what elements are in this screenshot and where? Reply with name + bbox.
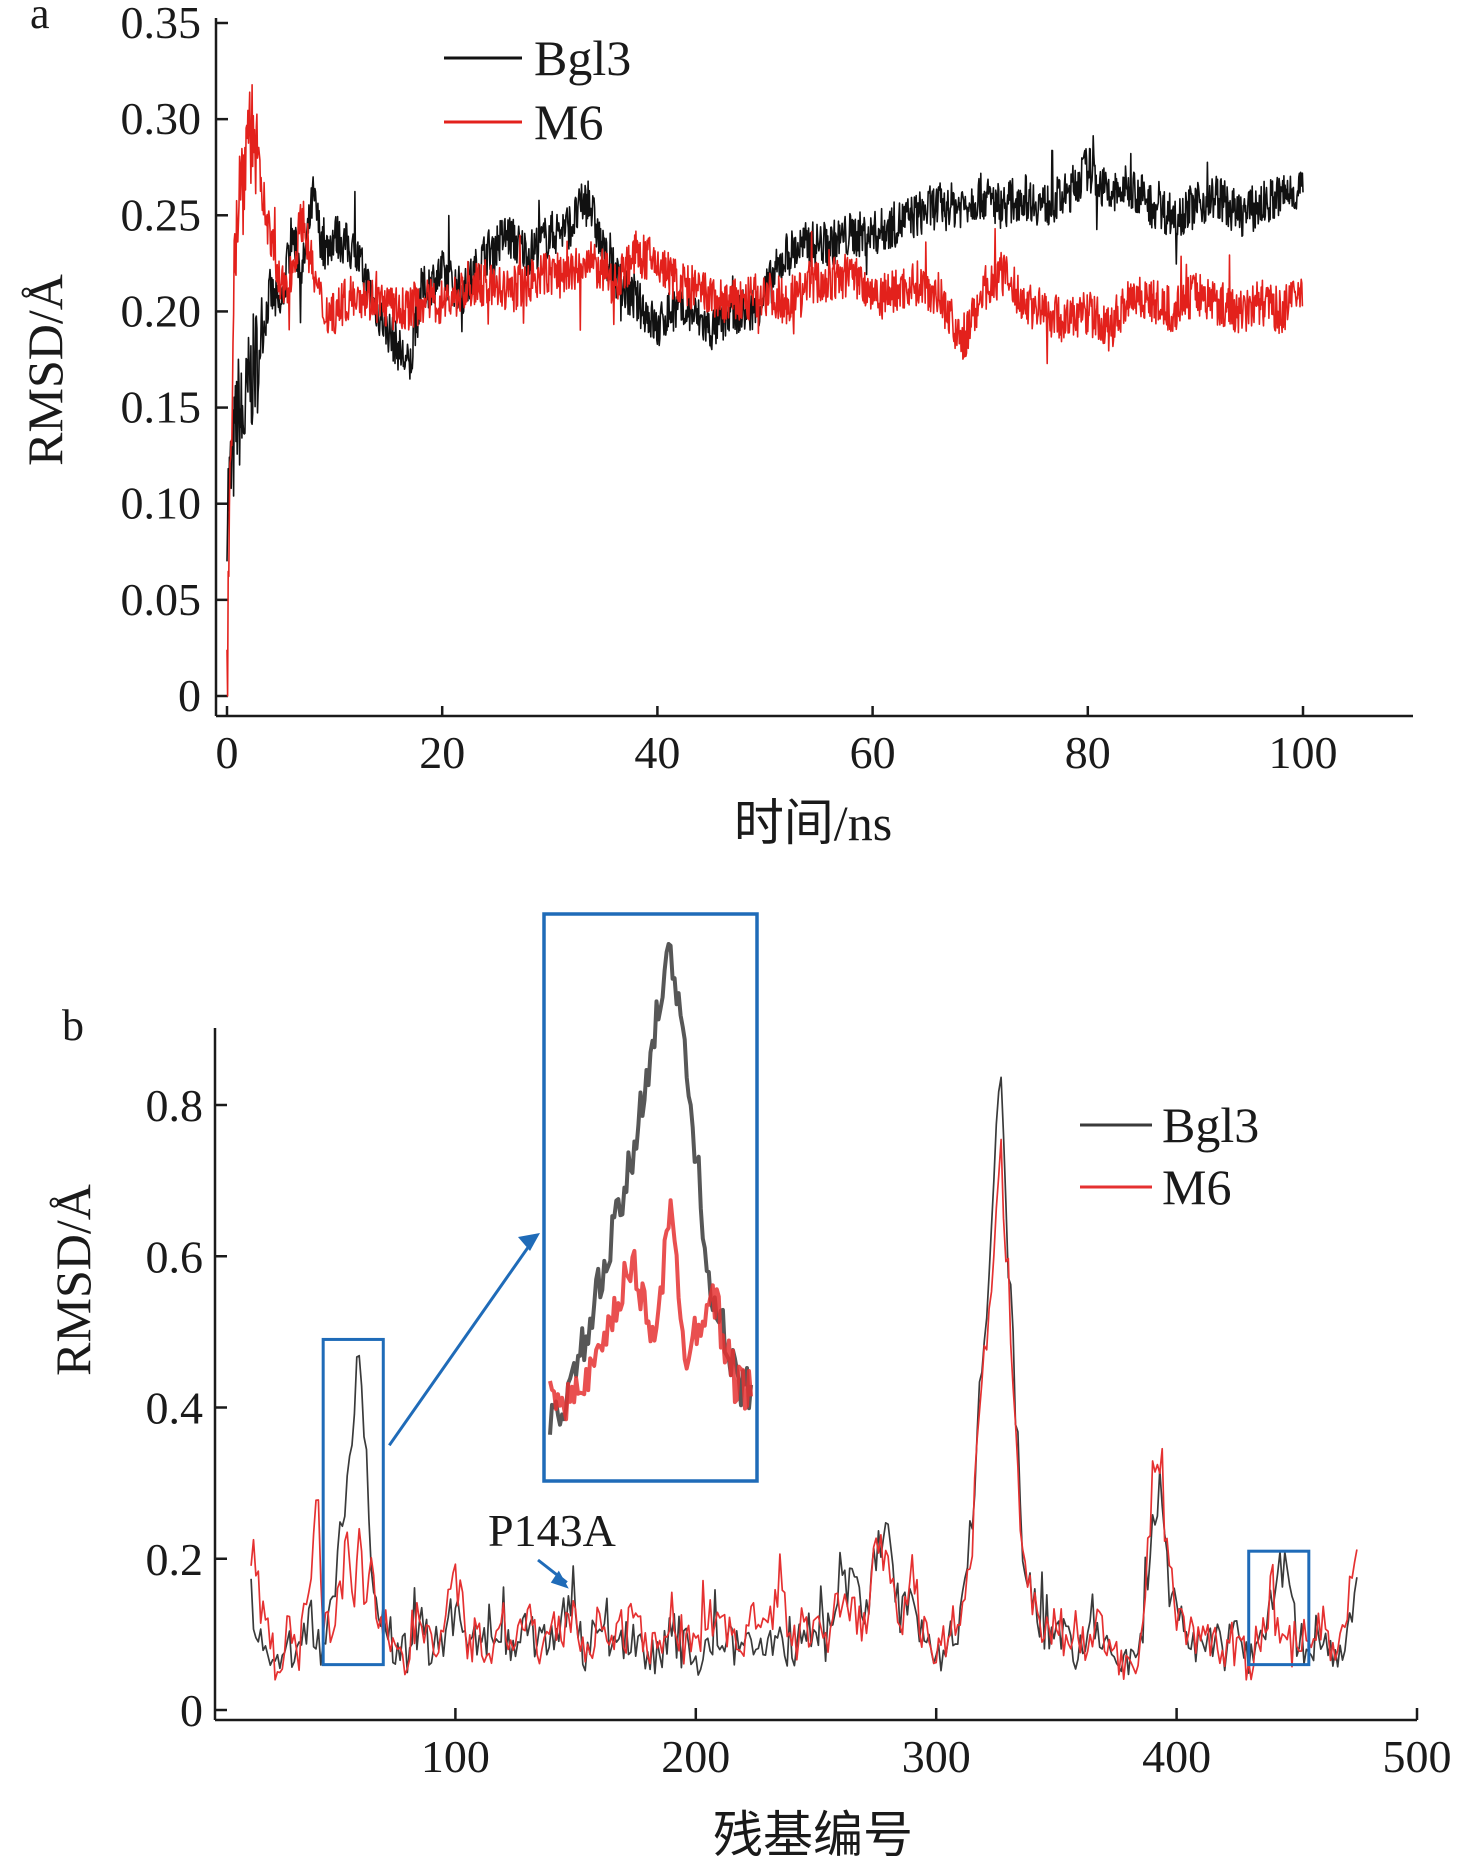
panel-a-y-tick-label: 0 <box>178 670 201 721</box>
panel-a-x-tick-label: 100 <box>1269 727 1338 778</box>
panel-a-y-tick-label: 0.35 <box>121 0 202 48</box>
panel-a-x-tick-label: 40 <box>634 727 680 778</box>
panel-a-x-axis-title: 时间/ns <box>734 795 892 851</box>
panel-b-annotation-label: P143A <box>488 1505 616 1556</box>
panel-b-annotation-arrowhead <box>550 1570 569 1589</box>
panel-b-legend-label: Bgl3 <box>1162 1097 1259 1153</box>
panel-a-series-line-m6 <box>226 84 1304 697</box>
panel-a-ticks: 0 0.05 0.10 0.15 0.20 0.25 0.30 0.35 0 20 40 60 80 10… <box>121 0 1413 778</box>
panel-a-y-tick-label: 0.30 <box>121 93 202 144</box>
panel-b-highlight-box-2 <box>1247 1549 1311 1667</box>
panel-b-x-tick-label: 400 <box>1142 1731 1211 1782</box>
panel-a-letter: a <box>30 0 50 38</box>
panel-a-series <box>226 84 1304 697</box>
panel-a-y-tick-label: 0.25 <box>121 189 202 240</box>
panel-b-y-axis-title: RMSD/Å <box>45 1184 101 1376</box>
panel-a-legend-label: Bgl3 <box>534 30 631 86</box>
panel-b-series <box>250 1076 1358 1681</box>
panel-a-legend-label: M6 <box>534 94 603 150</box>
panel-a-y-tick-label: 0.20 <box>121 285 202 336</box>
panel-a-y-tick-label: 0.10 <box>121 478 202 529</box>
panel-a-legend: Bgl3 M6 <box>444 30 631 150</box>
panel-a-x-tick-label: 60 <box>850 727 896 778</box>
panel-b-series-line-bgl3 <box>250 1076 1358 1676</box>
panel-b-series-line-m6 <box>250 1138 1358 1681</box>
panel-b-x-tick-label: 200 <box>661 1731 730 1782</box>
panel-b-x-axis-title: 残基编号 <box>713 1807 913 1856</box>
panel-b-y-tick-label: 0.4 <box>146 1383 204 1434</box>
panel-a-x-tick-label: 80 <box>1065 727 1111 778</box>
panel-b-letter: b <box>62 1001 84 1050</box>
panel-b-legend-label: M6 <box>1162 1159 1231 1215</box>
panel-b-zoom-inset <box>388 912 759 1483</box>
panel-a-y-tick-label: 0.15 <box>121 382 202 433</box>
panel-b-y-tick-label: 0.6 <box>146 1231 204 1282</box>
panel-b-ticks: 0 0.2 0.4 0.6 0.8 100 200 300 400 500 <box>146 1028 1452 1782</box>
panel-b-y-tick-label: 0.2 <box>146 1534 204 1585</box>
panel-b-inset-frame <box>542 912 759 1483</box>
panel-a-series-line-bgl3 <box>226 135 1304 562</box>
panel-a-x-tick-label: 0 <box>216 727 239 778</box>
panel-a-y-tick-label: 0.05 <box>121 574 202 625</box>
panel-b-inset-line-m6 <box>548 1198 753 1422</box>
panel-a-x-tick-label: 20 <box>419 727 465 778</box>
panel-b-highlight-boxes <box>321 1337 1311 1667</box>
panel-b-zoom-arrowhead <box>518 1233 540 1251</box>
panel-b-y-tick-label: 0.8 <box>146 1080 204 1131</box>
panel-b-x-tick-label: 300 <box>902 1731 971 1782</box>
panel-b-zoom-connector <box>388 1235 538 1447</box>
panel-a-y-axis-title: RMSD/Å <box>17 274 73 466</box>
panel-b: b 0 0.2 0.4 0.6 0.8 100 200 300 400 500 Bgl3 M6 P1… <box>45 912 1452 1856</box>
panel-b-highlight-box-1 <box>321 1337 385 1667</box>
panel-b-x-tick-label: 100 <box>421 1731 490 1782</box>
panel-b-legend: Bgl3 M6 <box>1080 1097 1259 1215</box>
panel-b-y-tick-label: 0 <box>180 1685 203 1736</box>
panel-a: a 0 0.05 0.10 0.15 0.20 0.25 0.30 0.35 0 20 40 60 80… <box>17 0 1413 851</box>
panel-b-inset-line-bgl3 <box>548 942 753 1435</box>
panel-b-annotation: P143A <box>488 1505 616 1589</box>
panel-b-x-tick-label: 500 <box>1383 1731 1452 1782</box>
